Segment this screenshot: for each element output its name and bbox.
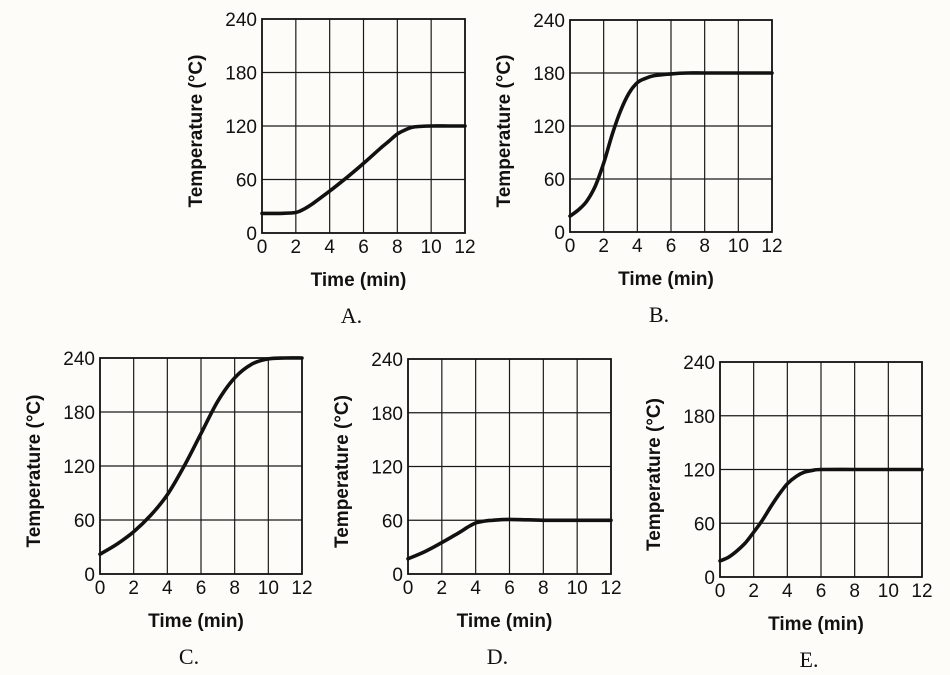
y-tick-label: 240: [683, 353, 715, 374]
x-tick-label: 12: [911, 581, 932, 602]
plot-frame: [99, 357, 303, 575]
y-tick-label: 240: [63, 349, 95, 370]
x-axis-label: Time (min): [311, 270, 407, 291]
chart-panel-d: 0 60 120 180 240 0 2 4 6 8 10 12 Time (min) Temperatu…: [332, 350, 622, 669]
x-tick-label: 6: [358, 237, 369, 258]
x-axis-label: Time (min): [148, 611, 244, 632]
x-tick-label: 4: [782, 581, 793, 602]
x-tick-label: 8: [849, 581, 860, 602]
x-tick-label: 8: [229, 578, 240, 599]
y-tick-label: 60: [74, 511, 95, 532]
chart-panel-a: 0 60 120 180 240 0 2 4 6 8 10 12 Time (min) Temperatu…: [186, 10, 476, 328]
x-axis-label: Time (min): [768, 614, 864, 635]
x-tick-label: 8: [392, 237, 403, 258]
x-tick-label: 2: [128, 578, 139, 599]
x-tick-label: 4: [632, 236, 643, 257]
y-tick-label: 120: [371, 458, 403, 479]
x-tick-label: 2: [437, 578, 448, 599]
y-tick-label: 240: [371, 350, 403, 371]
y-tick-label: 120: [225, 117, 257, 138]
series-line-c: [98, 356, 304, 556]
x-tick-label: 4: [162, 578, 173, 599]
y-tick-label: 180: [63, 403, 95, 424]
x-tick-label: 4: [470, 578, 481, 599]
y-tick-label: 120: [63, 457, 95, 478]
y-axis-label: Temperature (°C): [24, 395, 45, 548]
x-tick-label: 10: [878, 581, 899, 602]
y-tick-label: 60: [236, 171, 257, 192]
y-tick-label: 0: [392, 565, 403, 586]
x-axis-label: Time (min): [618, 269, 714, 290]
series-line-b: [568, 71, 774, 218]
x-tick-label: 8: [699, 236, 710, 257]
x-tick-label: 10: [258, 578, 279, 599]
x-tick-label: 6: [196, 578, 207, 599]
x-tick-label: 2: [598, 236, 609, 257]
x-tick-label: 10: [567, 578, 588, 599]
x-tick-label: 0: [257, 237, 268, 258]
series-line-e: [718, 467, 924, 563]
x-tick-label: 12: [600, 578, 621, 599]
x-tick-label: 0: [565, 236, 576, 257]
y-tick-label: 180: [371, 404, 403, 425]
y-axis-label: Temperature (°C): [332, 395, 353, 548]
y-tick-label: 240: [225, 10, 257, 31]
x-tick-label: 12: [454, 237, 475, 258]
x-tick-label: 12: [761, 236, 782, 257]
x-tick-label: 0: [403, 578, 414, 599]
x-tick-label: 6: [816, 581, 827, 602]
panel-label: E.: [800, 647, 819, 672]
panel-label: B.: [649, 302, 669, 327]
x-tick-label: 10: [421, 237, 442, 258]
y-tick-label: 0: [84, 565, 95, 586]
series-line-d: [406, 517, 613, 561]
chart-panel-b: 0 60 120 180 240 0 2 4 6 8 10 12 Time (min) Temperatu…: [494, 11, 783, 327]
y-tick-label: 180: [225, 64, 257, 85]
y-tick-label: 0: [554, 223, 565, 244]
y-tick-label: 0: [704, 568, 715, 589]
y-tick-label: 120: [683, 461, 715, 482]
y-tick-label: 120: [533, 117, 565, 138]
x-tick-label: 6: [666, 236, 677, 257]
y-tick-label: 180: [533, 64, 565, 85]
plot-frame: [407, 358, 612, 575]
y-tick-label: 60: [694, 514, 715, 535]
panel-label: C.: [179, 644, 199, 669]
x-tick-label: 8: [538, 578, 549, 599]
series-line-a: [260, 124, 467, 216]
x-tick-label: 2: [291, 237, 302, 258]
y-axis-label: Temperature (°C): [644, 398, 665, 551]
x-axis-label: Time (min): [457, 611, 553, 632]
y-axis-label: Temperature (°C): [186, 55, 207, 208]
y-tick-label: 180: [683, 407, 715, 428]
panel-label: A.: [341, 303, 362, 328]
x-tick-label: 2: [748, 581, 759, 602]
chart-panel-c: 0 60 120 180 240 0 2 4 6 8 10 12 Time (min) Temperatu…: [24, 349, 313, 669]
x-tick-label: 0: [715, 581, 726, 602]
x-tick-label: 4: [324, 237, 335, 258]
panel-label: D.: [487, 644, 508, 669]
y-axis-label: Temperature (°C): [494, 55, 515, 208]
x-tick-label: 6: [504, 578, 515, 599]
x-tick-label: 0: [95, 578, 106, 599]
y-tick-label: 60: [382, 511, 403, 532]
y-tick-label: 60: [544, 170, 565, 191]
y-tick-label: 240: [533, 11, 565, 32]
plot-frame: [569, 19, 773, 233]
y-tick-label: 0: [246, 224, 257, 245]
chart-panel-e: 0 60 120 180 240 0 2 4 6 8 10 12 Time (min) Temperatu…: [644, 353, 933, 672]
x-tick-label: 12: [291, 578, 312, 599]
x-tick-label: 10: [728, 236, 749, 257]
